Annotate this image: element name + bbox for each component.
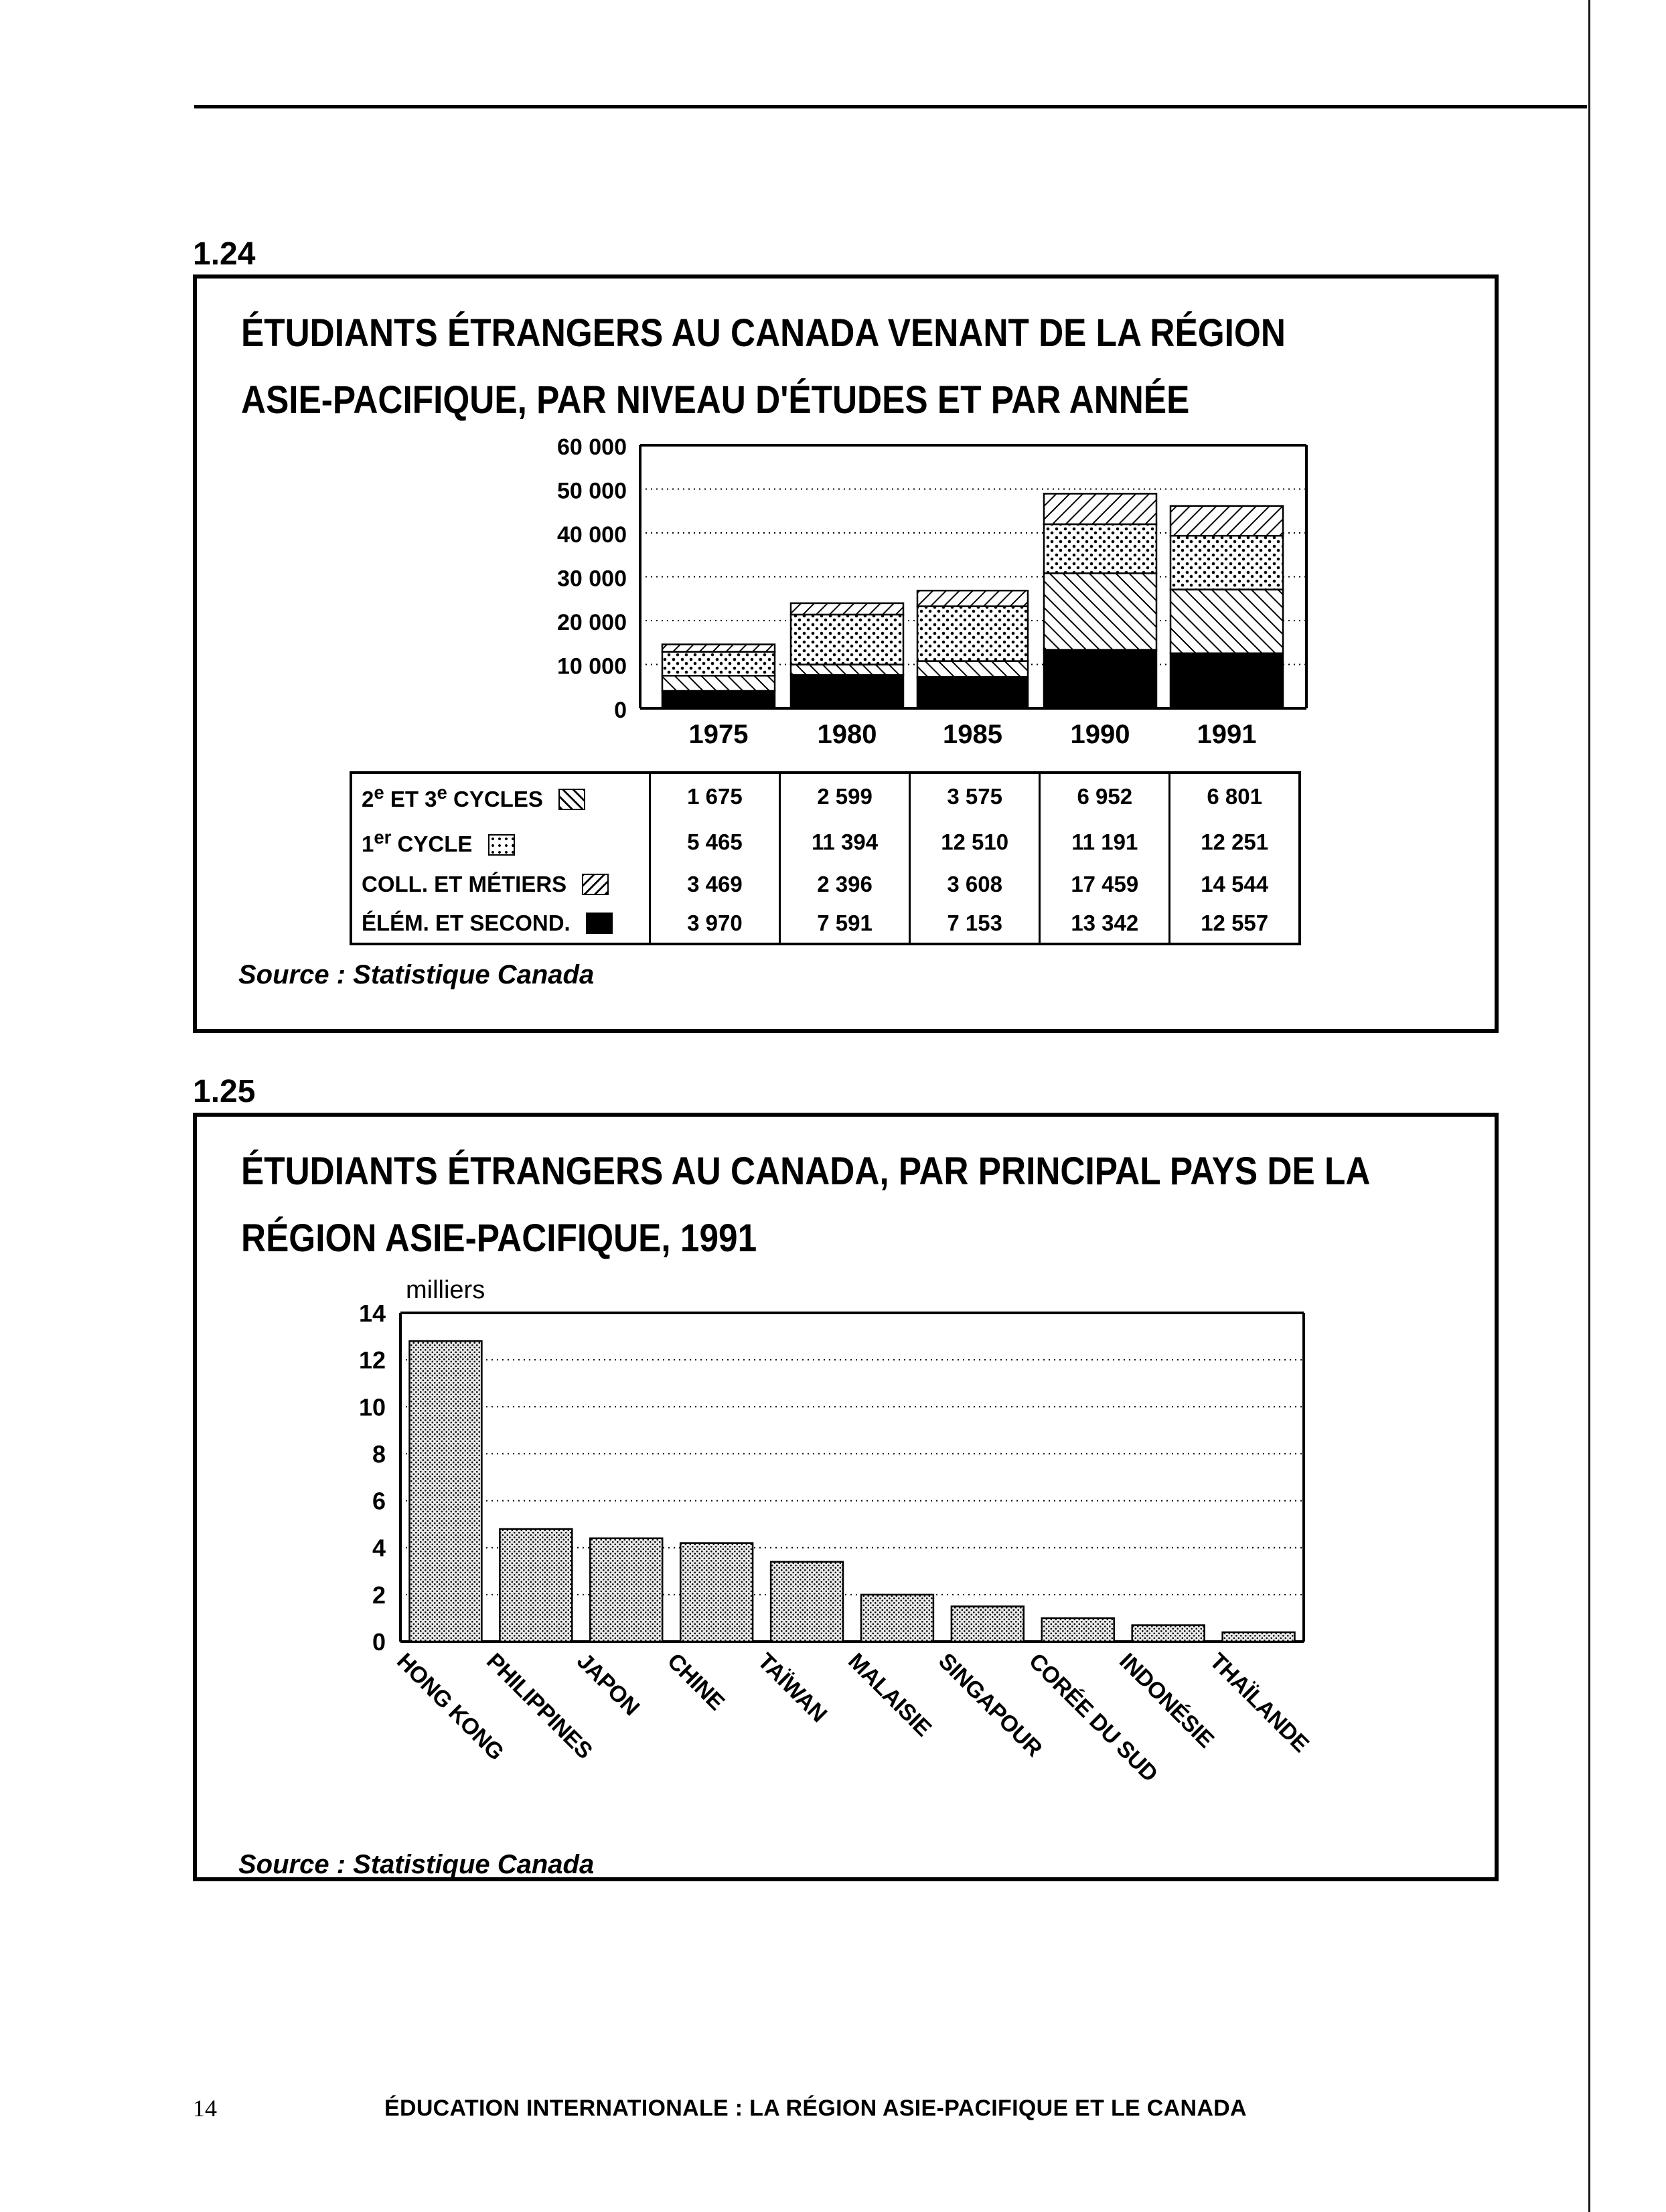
svg-text:30 000: 30 000 (557, 566, 627, 592)
svg-text:12: 12 (359, 1346, 386, 1374)
svg-text:2: 2 (372, 1581, 386, 1609)
svg-text:0: 0 (372, 1628, 386, 1656)
svg-text:milliers: milliers (406, 1276, 485, 1304)
svg-text:1980: 1980 (818, 720, 877, 747)
svg-text:4: 4 (372, 1534, 386, 1562)
svg-text:0: 0 (614, 698, 627, 723)
svg-text:10 000: 10 000 (557, 654, 627, 680)
svg-text:50 000: 50 000 (557, 479, 627, 504)
svg-text:20 000: 20 000 (557, 610, 627, 635)
svg-text:60 000: 60 000 (557, 434, 627, 460)
svg-text:1991: 1991 (1197, 720, 1257, 747)
svg-text:1975: 1975 (689, 720, 749, 747)
svg-text:40 000: 40 000 (557, 522, 627, 548)
svg-text:14: 14 (359, 1299, 386, 1327)
svg-text:1985: 1985 (943, 720, 1002, 747)
svg-text:10: 10 (359, 1393, 386, 1421)
svg-text:8: 8 (372, 1440, 386, 1468)
svg-text:1990: 1990 (1071, 720, 1130, 747)
svg-text:6: 6 (372, 1488, 386, 1515)
